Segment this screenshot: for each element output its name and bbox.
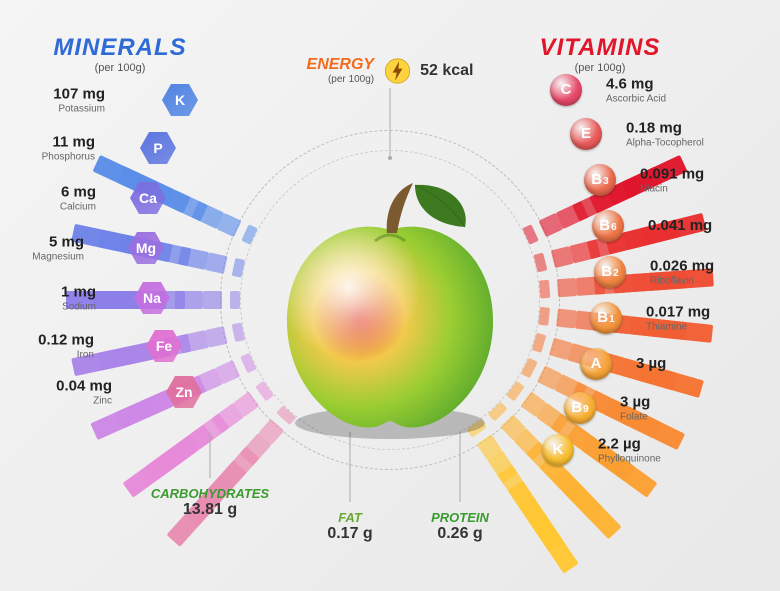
vitamin-badge-b3: B3 xyxy=(584,164,616,196)
vitamins-title: VITAMINS xyxy=(540,34,661,62)
vitamin-badge-c: C xyxy=(550,74,582,106)
minerals-subtitle: (per 100g) xyxy=(53,62,186,74)
macro-carbohydrates: CARBOHYDRATES 13.81 g xyxy=(151,486,269,519)
mineral-label-mg: 5 mgMagnesium xyxy=(32,234,84,262)
mineral-label-ca: 6 mgCalcium xyxy=(60,184,96,212)
vitamin-badge-b6: B6 xyxy=(592,210,624,242)
energy-block: ENERGY (per 100g) 52 kcal xyxy=(307,56,474,85)
vitamin-label-e: 0.18 mgAlpha-Tocopherol xyxy=(626,120,704,148)
vitamins-subtitle: (per 100g) xyxy=(540,62,661,74)
vitamin-badge-e: E xyxy=(570,118,602,150)
vitamin-badge-b2: B2 xyxy=(594,256,626,288)
energy-value: 52 kcal xyxy=(420,62,473,80)
vitamin-label-b1: 0.017 mgThiamine xyxy=(646,304,710,332)
minerals-header: MINERALS (per 100g) xyxy=(53,34,186,74)
minerals-title: MINERALS xyxy=(53,34,186,62)
vitamin-label-a: 3 µg xyxy=(636,356,666,373)
macro-fat: FAT 0.17 g xyxy=(327,510,372,543)
vitamin-label-b2: 0.026 mgRiboflavin xyxy=(650,258,714,286)
vitamins-header: VITAMINS (per 100g) xyxy=(540,34,661,74)
mineral-badge-na: Na xyxy=(134,282,170,314)
vitamin-badge-b1: B1 xyxy=(590,302,622,334)
energy-label: ENERGY xyxy=(307,56,375,74)
mineral-label-zn: 0.04 mgZinc xyxy=(56,378,112,406)
macro-pointer-0 xyxy=(209,432,211,478)
macro-protein: PROTEIN 0.26 g xyxy=(431,510,489,543)
lightning-icon xyxy=(384,58,410,84)
mineral-label-na: 1 mgSodium xyxy=(61,284,96,312)
apple-illustration xyxy=(265,175,515,445)
mineral-badge-p: P xyxy=(140,132,176,164)
mineral-label-fe: 0.12 mgIron xyxy=(38,332,94,360)
vitamin-badge-a: A xyxy=(580,348,612,380)
mineral-label-k: 107 mgPotassium xyxy=(53,86,105,114)
vitamin-label-b3: 0.091 mgNiacin xyxy=(640,166,704,194)
vitamin-label-b9: 3 µgFolate xyxy=(620,394,650,422)
vitamin-label-k: 2.2 µgPhylloquinone xyxy=(598,436,661,464)
energy-sub: (per 100g) xyxy=(307,74,375,85)
vitamin-badge-k: K xyxy=(542,434,574,466)
vitamin-label-b6: 0.041 mg xyxy=(648,218,712,235)
vitamin-label-c: 4.6 mgAscorbic Acid xyxy=(606,76,666,104)
vitamin-badge-b9: B9 xyxy=(564,392,596,424)
mineral-badge-k: K xyxy=(162,84,198,116)
mineral-label-p: 11 mgPhosphorus xyxy=(42,134,95,162)
